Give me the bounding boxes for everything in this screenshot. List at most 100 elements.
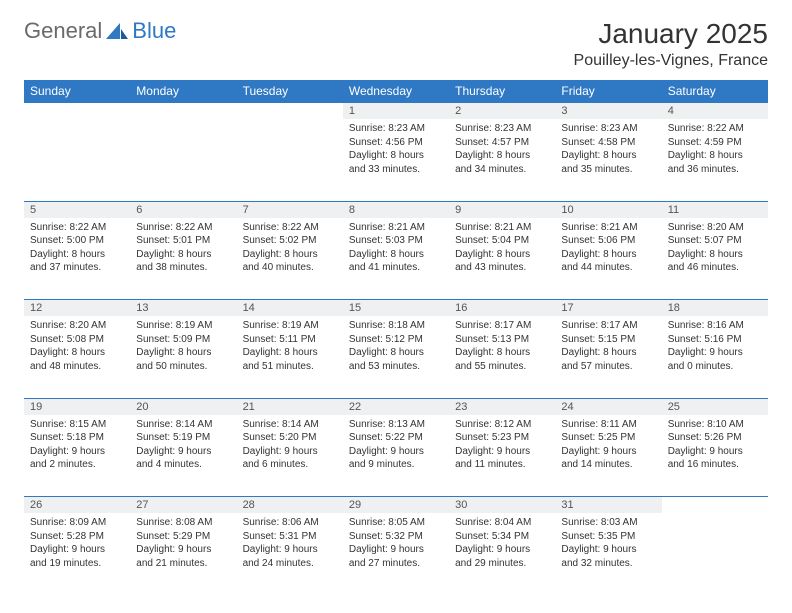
daylight-line: Daylight: 8 hours and 36 minutes.	[668, 149, 762, 176]
day-cell: Sunrise: 8:18 AMSunset: 5:12 PMDaylight:…	[343, 316, 449, 398]
day-cell: Sunrise: 8:06 AMSunset: 5:31 PMDaylight:…	[237, 513, 343, 595]
daylight-line: Daylight: 8 hours and 43 minutes.	[455, 248, 549, 275]
sunset-line: Sunset: 5:18 PM	[30, 431, 124, 445]
brand-text-general: General	[24, 18, 102, 44]
daylight-line: Daylight: 9 hours and 4 minutes.	[136, 445, 230, 472]
sunrise-line: Sunrise: 8:16 AM	[668, 319, 762, 333]
day-number-cell: 13	[130, 300, 236, 317]
day-number-cell: 23	[449, 398, 555, 415]
daylight-line: Daylight: 8 hours and 40 minutes.	[243, 248, 337, 275]
daylight-line: Daylight: 9 hours and 9 minutes.	[349, 445, 443, 472]
sunrise-line: Sunrise: 8:23 AM	[561, 122, 655, 136]
sunrise-line: Sunrise: 8:18 AM	[349, 319, 443, 333]
sunset-line: Sunset: 4:56 PM	[349, 136, 443, 150]
sunset-line: Sunset: 5:06 PM	[561, 234, 655, 248]
day-number-row: 262728293031	[24, 497, 768, 514]
day-cell: Sunrise: 8:21 AMSunset: 5:03 PMDaylight:…	[343, 218, 449, 300]
sunrise-line: Sunrise: 8:19 AM	[136, 319, 230, 333]
sunset-line: Sunset: 5:19 PM	[136, 431, 230, 445]
day-content-row: Sunrise: 8:23 AM Sunset: 4:56 PM Daylight:…	[24, 119, 768, 201]
day-cell: Sunrise: 8:17 AMSunset: 5:13 PMDaylight:…	[449, 316, 555, 398]
day-cell	[237, 119, 343, 201]
day-cell: Sunrise: 8:23 AMSunset: 4:57 PMDaylight:…	[449, 119, 555, 201]
sunrise-line: Sunrise: 8:05 AM	[349, 516, 443, 530]
day-number-cell: 24	[555, 398, 661, 415]
day-cell: Sunrise: 8:09 AMSunset: 5:28 PMDaylight:…	[24, 513, 130, 595]
sunrise-line: Sunrise: 8:08 AM	[136, 516, 230, 530]
day-number-cell: 31	[555, 497, 661, 514]
day-cell: Sunrise: 8:15 AMSunset: 5:18 PMDaylight:…	[24, 415, 130, 497]
sunrise-line: Sunrise: 8:13 AM	[349, 418, 443, 432]
sunset-line: Sunset: 5:34 PM	[455, 530, 549, 544]
day-number-cell: 3	[555, 103, 661, 120]
day-cell: Sunrise: 8:21 AMSunset: 5:06 PMDaylight:…	[555, 218, 661, 300]
day-cell: Sunrise: 8:20 AMSunset: 5:08 PMDaylight:…	[24, 316, 130, 398]
day-cell: Sunrise: 8:17 AMSunset: 5:15 PMDaylight:…	[555, 316, 661, 398]
sunrise-line: Sunrise: 8:14 AM	[136, 418, 230, 432]
daylight-line: Daylight: 8 hours and 57 minutes.	[561, 346, 655, 373]
daylight-line: Daylight: 8 hours and 46 minutes.	[668, 248, 762, 275]
sunset-line: Sunset: 5:25 PM	[561, 431, 655, 445]
calendar-body: 1234Sunrise: 8:23 AMSunset: 4:56 PMDayli…	[24, 103, 768, 596]
sunset-line: Sunset: 4:58 PM	[561, 136, 655, 150]
day-number-cell: 20	[130, 398, 236, 415]
sunset-line: Sunset: 5:15 PM	[561, 333, 655, 347]
day-cell: Sunrise: 8:19 AMSunset: 5:09 PMDaylight:…	[130, 316, 236, 398]
day-number-cell: 4	[662, 103, 768, 120]
daylight-line: Daylight: 8 hours and 44 minutes.	[561, 248, 655, 275]
day-number-cell	[130, 103, 236, 120]
daylight-line: Daylight: 9 hours and 11 minutes.	[455, 445, 549, 472]
day-content-row: Sunrise: 8:09 AMSunset: 5:28 PMDaylight:…	[24, 513, 768, 595]
month-title: January 2025	[574, 18, 768, 50]
day-number-cell: 12	[24, 300, 130, 317]
day-number-cell: 19	[24, 398, 130, 415]
sunrise-line: Sunrise: 8:11 AM	[561, 418, 655, 432]
sunset-line: Sunset: 5:26 PM	[668, 431, 762, 445]
day-cell	[662, 513, 768, 595]
daylight-line: Daylight: 8 hours and 53 minutes.	[349, 346, 443, 373]
day-cell: Sunrise: 8:03 AMSunset: 5:35 PMDaylight:…	[555, 513, 661, 595]
day-number-cell: 17	[555, 300, 661, 317]
day-number-cell: 7	[237, 201, 343, 218]
day-number-cell	[237, 103, 343, 120]
sunset-line: Sunset: 5:22 PM	[349, 431, 443, 445]
day-number-row: 567891011	[24, 201, 768, 218]
sunset-line: Sunset: 4:59 PM	[668, 136, 762, 150]
day-cell: Sunrise: 8:20 AMSunset: 5:07 PMDaylight:…	[662, 218, 768, 300]
sunrise-line: Sunrise: 8:22 AM	[668, 122, 762, 136]
sunset-line: Sunset: 5:31 PM	[243, 530, 337, 544]
daylight-line: Daylight: 8 hours and 37 minutes.	[30, 248, 124, 275]
sunrise-line: Sunrise: 8:20 AM	[668, 221, 762, 235]
sunset-line: Sunset: 5:28 PM	[30, 530, 124, 544]
day-number-cell: 1	[343, 103, 449, 120]
sunrise-line: Sunrise: 8:19 AM	[243, 319, 337, 333]
location-subtitle: Pouilley-les-Vignes, France	[574, 52, 768, 70]
day-number-cell	[662, 497, 768, 514]
day-cell: Sunrise: 8:19 AMSunset: 5:11 PMDaylight:…	[237, 316, 343, 398]
day-cell: Sunrise: 8:13 AMSunset: 5:22 PMDaylight:…	[343, 415, 449, 497]
sunset-line: Sunset: 5:09 PM	[136, 333, 230, 347]
sunrise-line: Sunrise: 8:22 AM	[136, 221, 230, 235]
day-cell: Sunrise: 8:22 AMSunset: 5:02 PMDaylight:…	[237, 218, 343, 300]
day-number-cell: 28	[237, 497, 343, 514]
day-cell: Sunrise: 8:10 AMSunset: 5:26 PMDaylight:…	[662, 415, 768, 497]
day-header: Tuesday	[237, 80, 343, 103]
daylight-line: Daylight: 9 hours and 21 minutes.	[136, 543, 230, 570]
day-number-cell: 14	[237, 300, 343, 317]
sunset-line: Sunset: 5:03 PM	[349, 234, 443, 248]
day-cell: Sunrise: 8:04 AMSunset: 5:34 PMDaylight:…	[449, 513, 555, 595]
day-header: Saturday	[662, 80, 768, 103]
daylight-line: Daylight: 9 hours and 27 minutes.	[349, 543, 443, 570]
sunrise-line: Sunrise: 8:04 AM	[455, 516, 549, 530]
daylight-line: Daylight: 8 hours and 35 minutes.	[561, 149, 655, 176]
logo-sail-icon	[104, 21, 130, 41]
day-cell: Sunrise: 8:21 AMSunset: 5:04 PMDaylight:…	[449, 218, 555, 300]
daylight-line: Daylight: 8 hours and 51 minutes.	[243, 346, 337, 373]
day-cell	[24, 119, 130, 201]
day-number-cell: 9	[449, 201, 555, 218]
day-cell: Sunrise: 8:22 AMSunset: 5:00 PMDaylight:…	[24, 218, 130, 300]
sunset-line: Sunset: 5:13 PM	[455, 333, 549, 347]
daylight-line: Daylight: 9 hours and 24 minutes.	[243, 543, 337, 570]
calendar-table: Sunday Monday Tuesday Wednesday Thursday…	[24, 80, 768, 595]
day-number-cell: 16	[449, 300, 555, 317]
